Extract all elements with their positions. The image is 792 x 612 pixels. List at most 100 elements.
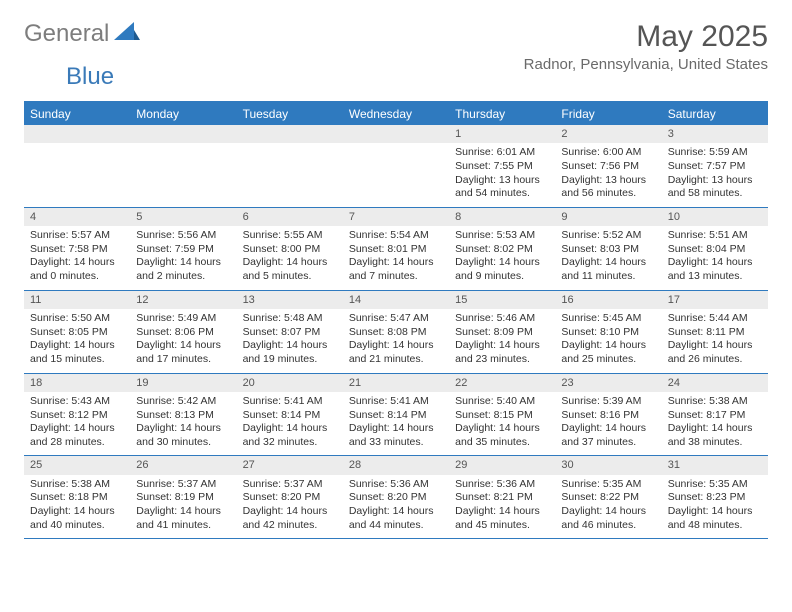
day-number: [343, 125, 449, 143]
day-number: 27: [237, 456, 343, 474]
calendar-cell: 27 Sunrise: 5:37 AMSunset: 8:20 PMDayligh…: [237, 456, 343, 539]
sunset-text: Sunset: 8:12 PM: [30, 409, 124, 423]
daylight-text: Daylight: 14 hours and 19 minutes.: [243, 339, 337, 366]
day-info: Sunrise: 5:35 AMSunset: 8:23 PMDaylight:…: [662, 478, 768, 533]
day-info: Sunrise: 5:54 AMSunset: 8:01 PMDaylight:…: [343, 229, 449, 284]
day-number: [24, 125, 130, 143]
daylight-text: Daylight: 14 hours and 40 minutes.: [30, 505, 124, 532]
day-number: 31: [662, 456, 768, 474]
sunrise-text: Sunrise: 5:49 AM: [136, 312, 230, 326]
sunset-text: Sunset: 8:00 PM: [243, 243, 337, 257]
calendar-cell: 26Sunrise: 5:37 AMSunset: 8:19 PMDayligh…: [130, 456, 236, 539]
day-info: Sunrise: 5:41 AMSunset: 8:14 PMDaylight:…: [343, 395, 449, 450]
day-info: Sunrise: 5:48 AMSunset: 8:07 PMDaylight:…: [237, 312, 343, 367]
day-info: Sunrise: 5:41 AMSunset: 8:14 PMDaylight:…: [237, 395, 343, 450]
daylight-text: Daylight: 14 hours and 2 minutes.: [136, 256, 230, 283]
sunset-text: Sunset: 8:06 PM: [136, 326, 230, 340]
calendar-cell: 25Sunrise: 5:38 AMSunset: 8:18 PMDayligh…: [24, 456, 130, 539]
day-info: Sunrise: 5:56 AMSunset: 7:59 PMDaylight:…: [130, 229, 236, 284]
daylight-text: Daylight: 14 hours and 21 minutes.: [349, 339, 443, 366]
day-info: Sunrise: 5:36 AMSunset: 8:21 PMDaylight:…: [449, 478, 555, 533]
day-number: 5: [130, 208, 236, 226]
daylight-text: Daylight: 13 hours and 56 minutes.: [561, 174, 655, 201]
day-header: Tuesday: [237, 103, 343, 125]
calendar-cell: 15Sunrise: 5:46 AMSunset: 8:09 PMDayligh…: [449, 291, 555, 374]
day-info: Sunrise: 5:46 AMSunset: 8:09 PMDaylight:…: [449, 312, 555, 367]
sunset-text: Sunset: 7:58 PM: [30, 243, 124, 257]
calendar-cell: 9Sunrise: 5:52 AMSunset: 8:03 PMDaylight…: [555, 208, 661, 291]
sunrise-text: Sunrise: 6:01 AM: [455, 146, 549, 160]
sunrise-text: Sunrise: 5:44 AM: [668, 312, 762, 326]
day-info: Sunrise: 6:01 AMSunset: 7:55 PMDaylight:…: [449, 146, 555, 201]
sunset-text: Sunset: 8:20 PM: [349, 491, 443, 505]
sunrise-text: Sunrise: 5:48 AM: [243, 312, 337, 326]
sunset-text: Sunset: 8:19 PM: [136, 491, 230, 505]
sunset-text: Sunset: 8:21 PM: [455, 491, 549, 505]
day-info: Sunrise: 5:38 AMSunset: 8:18 PMDaylight:…: [24, 478, 130, 533]
sunrise-text: Sunrise: 6:00 AM: [561, 146, 655, 160]
sunrise-text: Sunrise: 5:36 AM: [455, 478, 549, 492]
calendar-cell: 13Sunrise: 5:48 AMSunset: 8:07 PMDayligh…: [237, 291, 343, 374]
day-number: 26: [130, 456, 236, 474]
day-info: Sunrise: 5:53 AMSunset: 8:02 PMDaylight:…: [449, 229, 555, 284]
calendar-cell: 20 Sunrise: 5:41 AMSunset: 8:14 PMDayligh…: [237, 374, 343, 457]
calendar-cell: 3Sunrise: 5:59 AMSunset: 7:57 PMDaylight…: [662, 125, 768, 208]
logo-text-gray: General: [24, 20, 109, 48]
month-title: May 2025: [524, 20, 768, 54]
day-number: 24: [662, 374, 768, 392]
daylight-text: Daylight: 14 hours and 25 minutes.: [561, 339, 655, 366]
daylight-text: Daylight: 14 hours and 5 minutes.: [243, 256, 337, 283]
sunset-text: Sunset: 7:55 PM: [455, 160, 549, 174]
daylight-text: Daylight: 14 hours and 26 minutes.: [668, 339, 762, 366]
logo-sail-icon: [114, 22, 140, 47]
sunset-text: Sunset: 8:11 PM: [668, 326, 762, 340]
sunrise-text: Sunrise: 5:39 AM: [561, 395, 655, 409]
sunset-text: Sunset: 8:03 PM: [561, 243, 655, 257]
sunset-text: Sunset: 8:02 PM: [455, 243, 549, 257]
sunrise-text: Sunrise: 5:47 AM: [349, 312, 443, 326]
day-info: Sunrise: 5:47 AMSunset: 8:08 PMDaylight:…: [343, 312, 449, 367]
sunrise-text: Sunrise: 5:46 AM: [455, 312, 549, 326]
sunset-text: Sunset: 8:10 PM: [561, 326, 655, 340]
day-info: Sunrise: 5:50 AMSunset: 8:05 PMDaylight:…: [24, 312, 130, 367]
calendar-cell: 23Sunrise: 5:39 AMSunset: 8:16 PMDayligh…: [555, 374, 661, 457]
calendar-cell: 19Sunrise: 5:42 AMSunset: 8:13 PMDayligh…: [130, 374, 236, 457]
sunset-text: Sunset: 8:20 PM: [243, 491, 337, 505]
day-info: Sunrise: 5:37 AMSunset: 8:20 PMDaylight:…: [237, 478, 343, 533]
day-number: 4: [24, 208, 130, 226]
day-number: 28: [343, 456, 449, 474]
sunrise-text: Sunrise: 5:52 AM: [561, 229, 655, 243]
calendar-cell: [343, 125, 449, 208]
calendar-cell: [237, 125, 343, 208]
calendar-cell: [130, 125, 236, 208]
daylight-text: Daylight: 14 hours and 32 minutes.: [243, 422, 337, 449]
daylight-text: Daylight: 14 hours and 7 minutes.: [349, 256, 443, 283]
daylight-text: Daylight: 14 hours and 13 minutes.: [668, 256, 762, 283]
day-number: 21: [343, 374, 449, 392]
sunrise-text: Sunrise: 5:50 AM: [30, 312, 124, 326]
calendar-cell: 14Sunrise: 5:47 AMSunset: 8:08 PMDayligh…: [343, 291, 449, 374]
calendar-cell: 10Sunrise: 5:51 AMSunset: 8:04 PMDayligh…: [662, 208, 768, 291]
calendar-cell: 28Sunrise: 5:36 AMSunset: 8:20 PMDayligh…: [343, 456, 449, 539]
day-number: 20: [237, 374, 343, 392]
calendar-cell: 7Sunrise: 5:54 AMSunset: 8:01 PMDaylight…: [343, 208, 449, 291]
day-header: Wednesday: [343, 103, 449, 125]
daylight-text: Daylight: 14 hours and 46 minutes.: [561, 505, 655, 532]
sunset-text: Sunset: 8:04 PM: [668, 243, 762, 257]
day-header: Thursday: [449, 103, 555, 125]
calendar-cell: 2Sunrise: 6:00 AMSunset: 7:56 PMDaylight…: [555, 125, 661, 208]
day-number: 6: [237, 208, 343, 226]
daylight-text: Daylight: 14 hours and 15 minutes.: [30, 339, 124, 366]
sunrise-text: Sunrise: 5:54 AM: [349, 229, 443, 243]
calendar-cell: 18Sunrise: 5:43 AMSunset: 8:12 PMDayligh…: [24, 374, 130, 457]
sunset-text: Sunset: 8:16 PM: [561, 409, 655, 423]
day-info: Sunrise: 5:35 AMSunset: 8:22 PMDaylight:…: [555, 478, 661, 533]
day-number: 30: [555, 456, 661, 474]
calendar-cell: 24Sunrise: 5:38 AMSunset: 8:17 PMDayligh…: [662, 374, 768, 457]
sunrise-text: Sunrise: 5:55 AM: [243, 229, 337, 243]
calendar-grid: SundayMondayTuesdayWednesdayThursdayFrid…: [24, 101, 768, 539]
day-header: Friday: [555, 103, 661, 125]
sunrise-text: Sunrise: 5:38 AM: [668, 395, 762, 409]
day-info: Sunrise: 5:42 AMSunset: 8:13 PMDaylight:…: [130, 395, 236, 450]
sunrise-text: Sunrise: 5:35 AM: [561, 478, 655, 492]
